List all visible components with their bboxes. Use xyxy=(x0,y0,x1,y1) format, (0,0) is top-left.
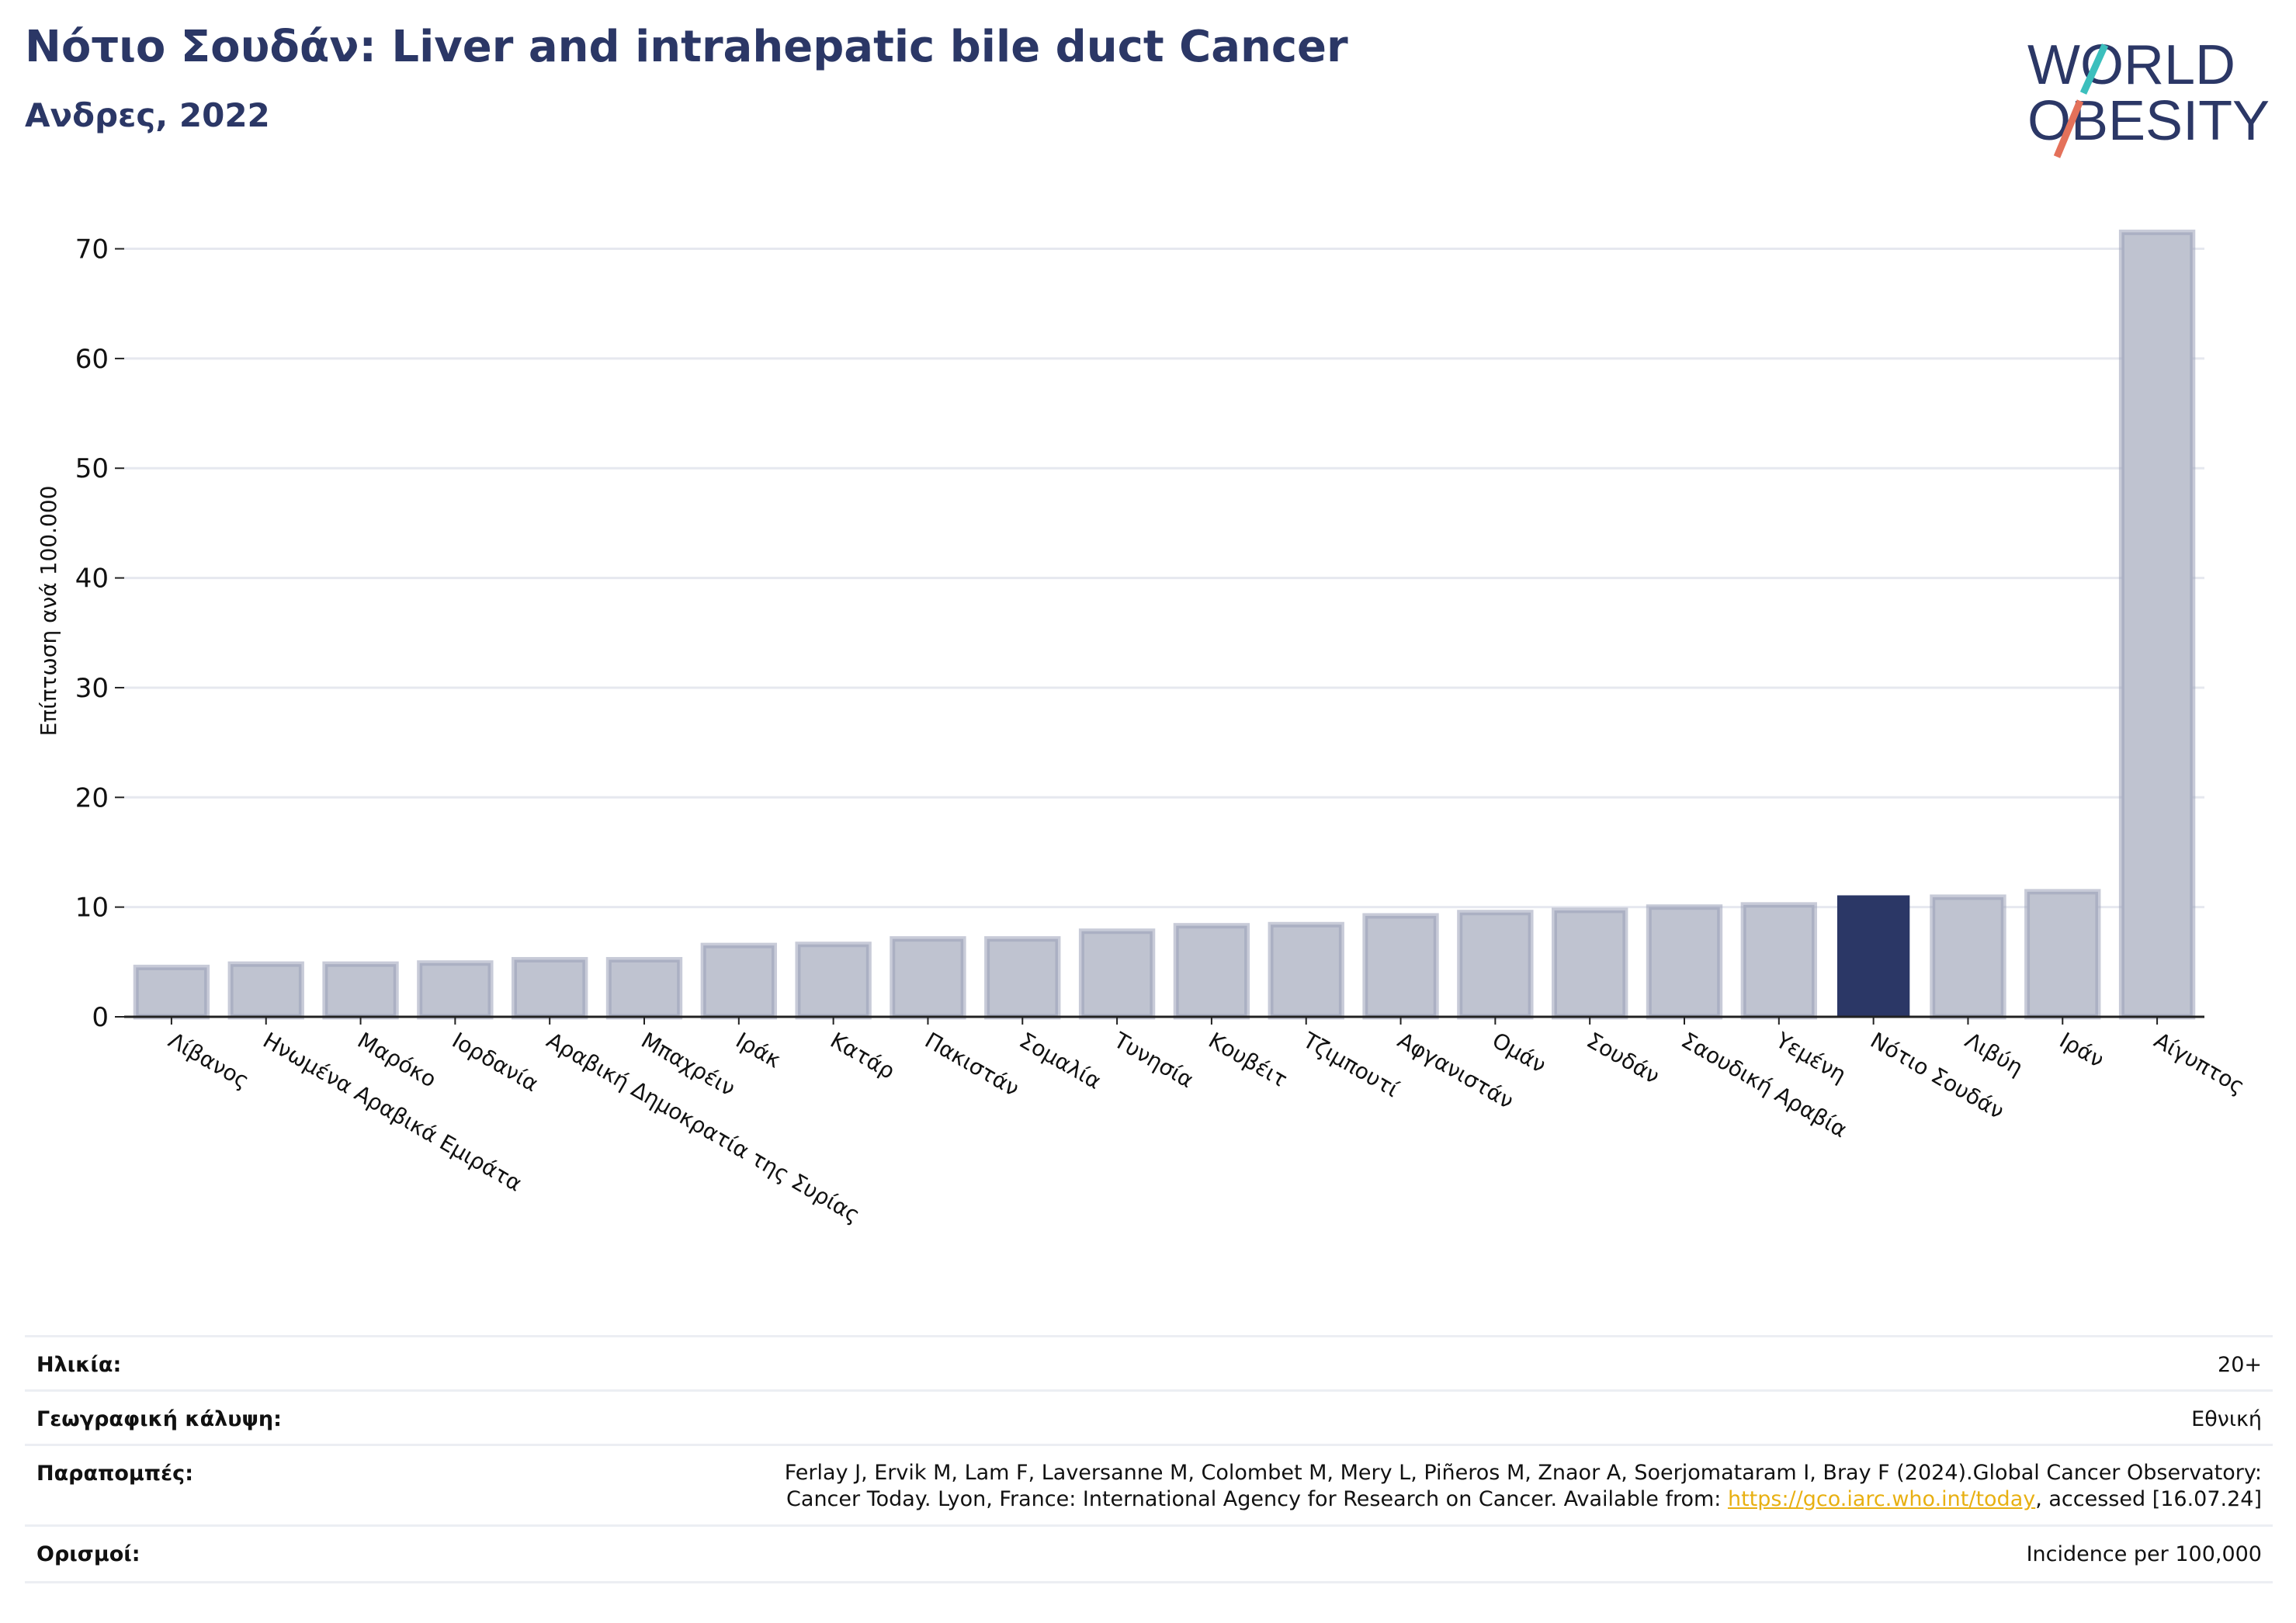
bar xyxy=(700,942,777,1020)
bar-chart: 0 10 20 30 40 50 60 70 Επίπτωση ανά 100.000 Λίβαν… xyxy=(36,229,2249,1228)
info-value-definitions: Incidence per 100,000 xyxy=(2026,1542,2262,1566)
chart-title: Νότιο Σουδάν: Liver and intrahepatic bil… xyxy=(25,22,1348,72)
reference-line-2: Cancer Today. Lyon, France: Internationa… xyxy=(785,1486,2262,1513)
reference-line-1: Ferlay J, Ervik M, Lam F, Laversanne M, … xyxy=(784,1461,2262,1485)
reference-line-2-suffix: , accessed [16.07.24] xyxy=(2035,1487,2262,1511)
bar xyxy=(605,956,683,1020)
x-tick-label: Αραβική Δημοκρατία της Συρίας xyxy=(543,1027,865,1228)
logo-slash-lower xyxy=(2053,99,2084,158)
bar xyxy=(1646,904,1723,1020)
info-value-references: Ferlay J, Ervik M, Lam F, Laversanne M, … xyxy=(785,1460,2262,1513)
bar xyxy=(1268,921,1344,1020)
bar xyxy=(1078,928,1156,1020)
x-tick-label: Υεμένη xyxy=(1771,1027,1850,1087)
reference-line-2-prefix: Cancer Today. Lyon, France: Internationa… xyxy=(786,1487,1728,1511)
y-tick-label: 20 xyxy=(75,782,109,813)
x-tick-label: Σουδάν xyxy=(1583,1027,1664,1089)
x-tick-label: Τζιμπουτί xyxy=(1298,1027,1403,1102)
info-label-coverage: Γεωγραφική κάλυψη: xyxy=(36,1407,282,1431)
info-row-definitions: Ορισμοί: Incidence per 100,000 xyxy=(25,1524,2273,1583)
info-row-references: Παραπομπές: Ferlay J, Ervik M, Lam F, La… xyxy=(25,1444,2273,1527)
info-label-age: Ηλικία: xyxy=(36,1353,122,1377)
bar xyxy=(2118,229,2196,1020)
x-tick-label: Λιβύη xyxy=(1961,1027,2027,1080)
x-tick-label: Λίβανος xyxy=(164,1027,253,1094)
bar xyxy=(2024,889,2101,1020)
y-tick-label: 50 xyxy=(75,453,109,484)
x-tick-label: Αίγυπτος xyxy=(2150,1027,2249,1099)
info-label-references: Παραπομπές: xyxy=(36,1462,193,1486)
info-value-age: 20+ xyxy=(2218,1353,2262,1377)
info-value-coverage: Εθνική xyxy=(2191,1407,2262,1431)
x-tick-label: Πακιστάν xyxy=(921,1027,1024,1101)
chart-subtitle: Ανδρες, 2022 xyxy=(25,96,270,134)
x-tick-label: Κουβέιτ xyxy=(1204,1027,1292,1092)
x-tick-label: Ομάν xyxy=(1488,1027,1551,1078)
world-obesity-logo: WORLD OBESITY xyxy=(2027,34,2270,158)
x-tick-label: Ιράκ xyxy=(731,1027,785,1073)
y-axis-label: Επίπτωση ανά 100.000 xyxy=(36,486,61,737)
reference-link[interactable]: https://gco.iarc.who.int/today xyxy=(1727,1487,2036,1511)
bar xyxy=(512,956,588,1020)
logo-slash-upper xyxy=(2079,43,2109,95)
bar xyxy=(133,964,210,1020)
y-tick-label: 70 xyxy=(75,234,109,265)
x-tick-label: Ιορδανία xyxy=(448,1027,543,1097)
y-tick-label: 10 xyxy=(75,893,109,924)
info-row-coverage: Γεωγραφική κάλυψη: Εθνική xyxy=(25,1389,2273,1446)
x-tick-label: Κατάρ xyxy=(826,1027,899,1084)
x-tick-label: Σαουδική Αραβία xyxy=(1677,1027,1852,1143)
x-tick-label: Σομαλία xyxy=(1015,1027,1106,1094)
bar xyxy=(1457,910,1534,1020)
x-tick-label: Ιράν xyxy=(2055,1027,2109,1073)
bar xyxy=(1362,913,1439,1020)
bar xyxy=(322,961,399,1020)
y-tick-label: 40 xyxy=(75,564,109,595)
bar xyxy=(1173,923,1250,1020)
bar xyxy=(1930,894,2006,1020)
bar xyxy=(890,936,966,1020)
logo-text-line1: WORLD xyxy=(2027,34,2235,96)
bar xyxy=(1740,902,1818,1020)
y-tick-label: 60 xyxy=(75,344,109,375)
logo-text-line2: OBESITY xyxy=(2027,90,2270,152)
x-tick-label: Τυνησία xyxy=(1109,1027,1198,1093)
bar xyxy=(417,960,494,1020)
info-row-age: Ηλικία: 20+ xyxy=(25,1335,2273,1392)
bar xyxy=(984,936,1061,1020)
y-tick-label: 30 xyxy=(75,673,109,704)
bar xyxy=(227,961,304,1020)
bar xyxy=(1552,907,1628,1020)
bar xyxy=(795,942,872,1020)
bar xyxy=(1836,895,1910,1018)
info-label-definitions: Ορισμοί: xyxy=(36,1542,140,1566)
y-tick-label: 0 xyxy=(92,1002,109,1033)
